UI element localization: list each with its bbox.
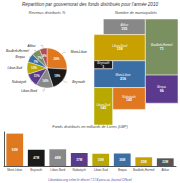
svg-text:Mont-Liban: Mont-Liban	[71, 50, 87, 54]
svg-text:145: 145	[126, 98, 132, 102]
svg-text:Nabatiych: Nabatiych	[73, 168, 87, 172]
svg-text:155: 155	[121, 27, 127, 31]
svg-text:Fonds distribués en milliards: Fonds distribués en milliards de Livres …	[52, 125, 128, 129]
svg-text:Beyrouth: Beyrouth	[72, 80, 85, 84]
svg-text:1: 1	[102, 65, 104, 69]
svg-text:145: 145	[100, 106, 106, 110]
svg-text:36M: 36M	[119, 158, 125, 162]
svg-text:Mont-Liban: Mont-Liban	[115, 73, 131, 77]
svg-text:26%: 26%	[53, 57, 59, 61]
svg-text:Beqaa: Beqaa	[16, 54, 25, 58]
svg-text:7%: 7%	[37, 55, 42, 59]
svg-text:Liban-Nord: Liban-Nord	[21, 89, 37, 93]
svg-text:Nabatiych: Nabatiych	[122, 94, 136, 99]
svg-text:Akkar: Akkar	[27, 44, 37, 48]
svg-text:Liban-Sud: Liban-Sud	[7, 66, 22, 70]
svg-text:14%: 14%	[42, 79, 48, 83]
svg-text:11%: 11%	[34, 74, 40, 78]
svg-text:Akkar: Akkar	[120, 23, 129, 27]
svg-text:Liban-Nord: Liban-Nord	[50, 168, 65, 172]
svg-text:22M: 22M	[162, 160, 168, 164]
svg-text:Libandata.org selon le décret: Libandata.org selon le décret 7.174 paru…	[48, 178, 132, 182]
svg-text:7%: 7%	[34, 59, 39, 63]
svg-text:Beyrouth: Beyrouth	[30, 168, 42, 172]
svg-text:19%: 19%	[54, 74, 60, 78]
svg-text:Revenus distribués %: Revenus distribués %	[29, 11, 66, 15]
svg-text:Akkar: Akkar	[161, 168, 169, 172]
svg-text:10%: 10%	[31, 66, 37, 70]
svg-text:Nombre de municipalités: Nombre de municipalités	[115, 11, 157, 15]
svg-text:35M: 35M	[98, 158, 104, 162]
svg-text:71: 71	[160, 47, 164, 51]
svg-text:216: 216	[120, 77, 126, 81]
svg-text:Répartition par gouvernorat de: Répartition par gouvernorat des fonds di…	[22, 2, 158, 7]
svg-text:Nabatiych: Nabatiych	[12, 80, 26, 84]
svg-text:96: 96	[160, 89, 164, 93]
svg-text:158: 158	[117, 47, 123, 51]
svg-text:Mont-Liban: Mont-Liban	[7, 168, 22, 172]
svg-text:Baalbek-Hermel: Baalbek-Hermel	[150, 43, 173, 47]
svg-text:Baalbek-Hermel: Baalbek-Hermel	[133, 168, 155, 172]
svg-text:Liban-Nord: Liban-Nord	[112, 43, 128, 48]
svg-text:Beyrouth: Beyrouth	[97, 61, 110, 65]
svg-text:Beqaa: Beqaa	[118, 168, 127, 172]
svg-text:48M: 48M	[55, 156, 61, 160]
svg-text:47M: 47M	[33, 156, 39, 160]
svg-text:Liban-Sud: Liban-Sud	[94, 168, 108, 172]
svg-text:Beqaa: Beqaa	[157, 85, 166, 89]
svg-text:6%: 6%	[42, 53, 47, 57]
svg-text:Baalbek-Hermel: Baalbek-Hermel	[6, 49, 29, 53]
svg-text:Liban-Sud: Liban-Sud	[96, 102, 111, 106]
svg-text:25M: 25M	[141, 160, 147, 164]
svg-text:93M: 93M	[12, 148, 18, 152]
svg-text:37M: 37M	[76, 158, 82, 162]
